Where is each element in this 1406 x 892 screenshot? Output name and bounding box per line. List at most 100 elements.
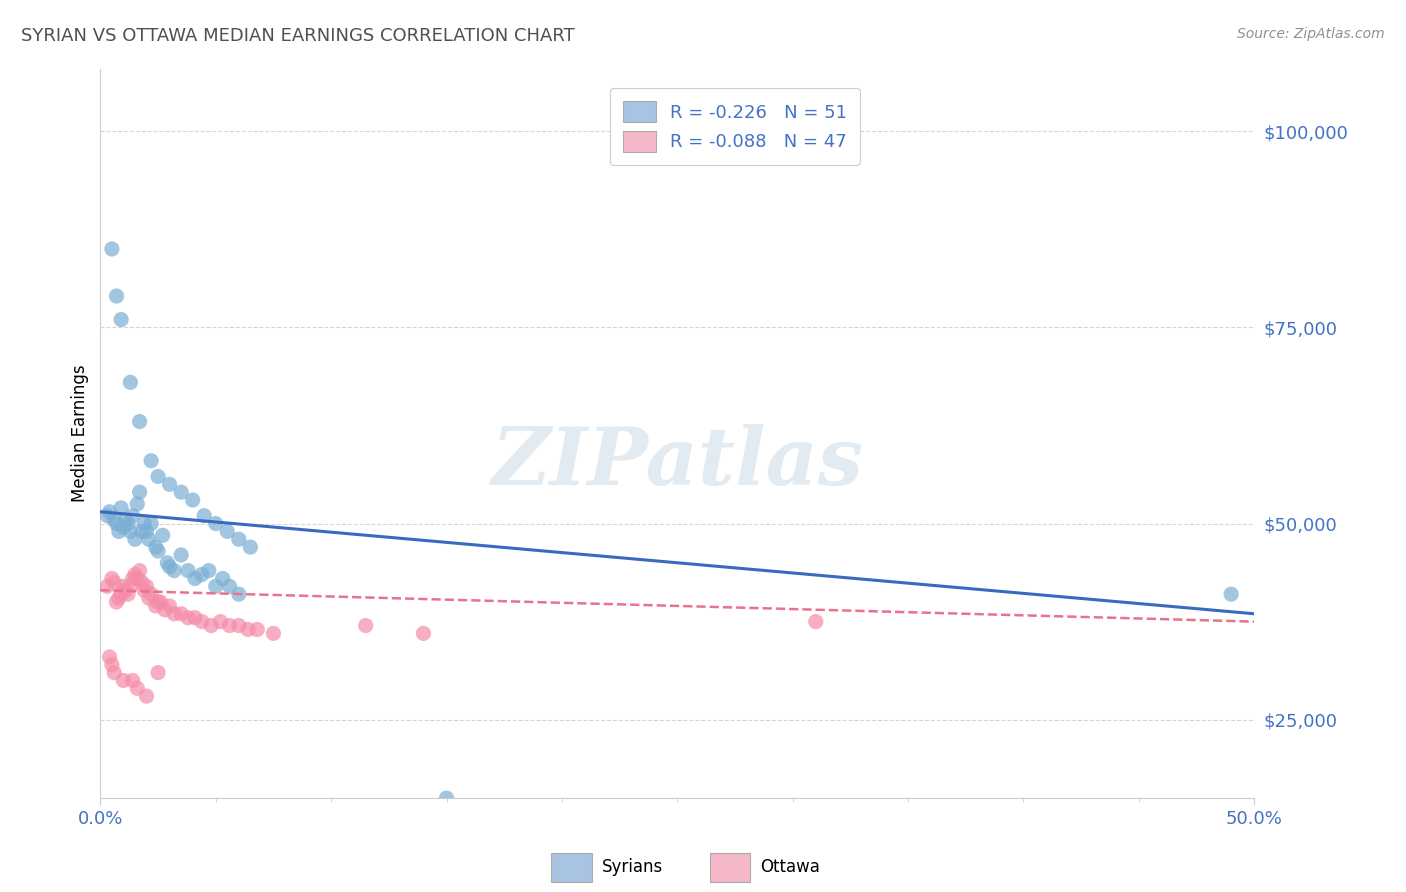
Point xyxy=(105,595,128,609)
Point xyxy=(139,516,162,531)
Point xyxy=(101,657,124,672)
Point xyxy=(110,587,132,601)
Point xyxy=(121,508,143,523)
Point xyxy=(145,540,167,554)
Point xyxy=(1220,587,1243,601)
Point xyxy=(218,579,240,593)
Point xyxy=(110,312,132,326)
Point xyxy=(228,618,250,632)
Point xyxy=(131,524,153,539)
Point xyxy=(101,572,124,586)
Point xyxy=(138,591,160,605)
Point xyxy=(101,242,124,256)
Point xyxy=(146,469,169,483)
Point xyxy=(121,572,143,586)
Point xyxy=(159,477,181,491)
Point xyxy=(177,610,200,624)
Point xyxy=(246,623,269,637)
Point xyxy=(105,289,128,303)
Point xyxy=(193,508,215,523)
Point xyxy=(436,791,458,805)
Point xyxy=(112,520,135,534)
Point xyxy=(228,587,250,601)
Point xyxy=(128,415,150,429)
Point xyxy=(103,513,125,527)
Point xyxy=(135,579,157,593)
Point xyxy=(124,567,146,582)
Point xyxy=(354,618,377,632)
FancyBboxPatch shape xyxy=(551,854,592,881)
Point xyxy=(198,564,221,578)
Point xyxy=(108,591,131,605)
Point xyxy=(98,649,121,664)
Point xyxy=(146,665,169,680)
Point xyxy=(127,497,149,511)
Text: ZIPatlas: ZIPatlas xyxy=(491,424,863,501)
Point xyxy=(127,572,149,586)
Point xyxy=(139,454,162,468)
Point xyxy=(146,544,169,558)
Text: Syrians: Syrians xyxy=(602,858,664,877)
Point xyxy=(159,599,181,613)
Point xyxy=(103,665,125,680)
Point xyxy=(191,567,214,582)
Point xyxy=(135,689,157,703)
Point xyxy=(121,673,143,688)
Point xyxy=(204,516,226,531)
Point xyxy=(170,607,193,621)
Point xyxy=(105,516,128,531)
Point xyxy=(217,524,239,539)
Point xyxy=(134,516,156,531)
Text: Ottawa: Ottawa xyxy=(761,858,820,877)
Point xyxy=(108,524,131,539)
Point xyxy=(804,615,827,629)
Point xyxy=(128,564,150,578)
Point xyxy=(120,579,142,593)
Point xyxy=(96,579,118,593)
Point xyxy=(163,564,186,578)
Text: SYRIAN VS OTTAWA MEDIAN EARNINGS CORRELATION CHART: SYRIAN VS OTTAWA MEDIAN EARNINGS CORRELA… xyxy=(21,27,575,45)
Point xyxy=(146,595,169,609)
Point xyxy=(128,485,150,500)
Y-axis label: Median Earnings: Median Earnings xyxy=(72,365,89,502)
Point xyxy=(262,626,284,640)
Point xyxy=(204,579,226,593)
Point xyxy=(170,485,193,500)
Point xyxy=(149,595,172,609)
Point xyxy=(114,513,136,527)
Point xyxy=(135,524,157,539)
Point xyxy=(120,376,142,390)
FancyBboxPatch shape xyxy=(710,854,751,881)
Point xyxy=(127,681,149,696)
Point xyxy=(138,533,160,547)
Point xyxy=(120,524,142,539)
Point xyxy=(184,572,207,586)
Point xyxy=(134,583,156,598)
Point xyxy=(159,559,181,574)
Point xyxy=(191,615,214,629)
Point xyxy=(153,603,176,617)
Point xyxy=(412,626,434,640)
Point xyxy=(117,516,139,531)
Point xyxy=(110,500,132,515)
Point xyxy=(184,610,207,624)
Point xyxy=(139,587,162,601)
Point xyxy=(228,533,250,547)
Point xyxy=(145,599,167,613)
Point xyxy=(239,540,262,554)
Point xyxy=(98,505,121,519)
Point xyxy=(124,533,146,547)
Legend: R = -0.226   N = 51, R = -0.088   N = 47: R = -0.226 N = 51, R = -0.088 N = 47 xyxy=(610,88,859,164)
Point xyxy=(218,618,240,632)
Point xyxy=(236,623,259,637)
Point xyxy=(200,618,222,632)
Point xyxy=(114,583,136,598)
Point xyxy=(170,548,193,562)
Point xyxy=(103,575,125,590)
Point xyxy=(96,508,118,523)
Point xyxy=(209,615,232,629)
Point xyxy=(152,528,174,542)
Point xyxy=(163,607,186,621)
Point xyxy=(131,575,153,590)
Text: Source: ZipAtlas.com: Source: ZipAtlas.com xyxy=(1237,27,1385,41)
